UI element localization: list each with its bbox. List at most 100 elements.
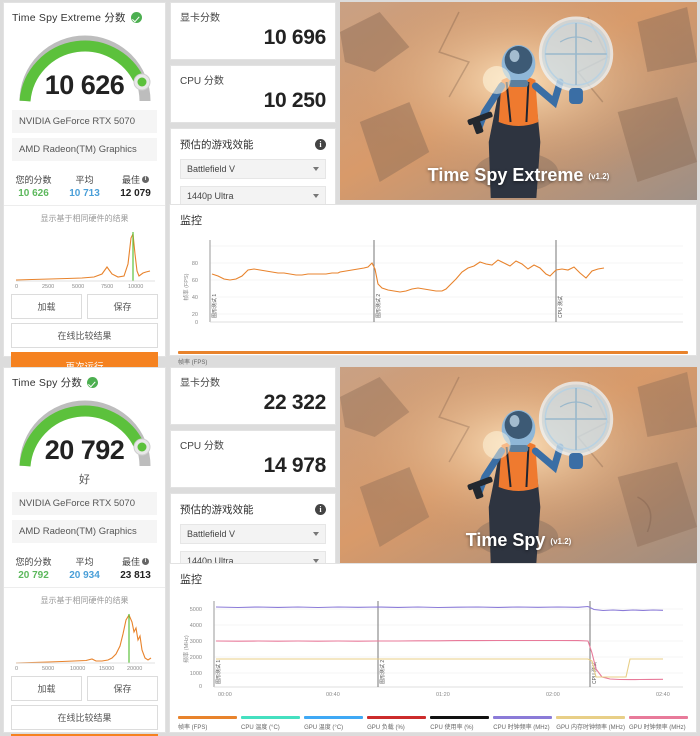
chevron-down-icon — [313, 167, 319, 171]
compare-best-value: 12 079 — [120, 188, 151, 199]
legend-item[interactable]: 帧率 (FPS) — [178, 716, 238, 731]
svg-text:5000: 5000 — [72, 284, 84, 290]
legend-label: CPU 使用率 (%) — [430, 725, 474, 731]
score-value: 20 792 — [44, 435, 125, 465]
score-card-title: Time Spy 分数 — [12, 377, 83, 389]
compare-best-text: 最佳 — [121, 557, 140, 567]
compare-best-label: 最佳 i — [122, 173, 149, 186]
compare-your-score: 您的分数 20 792 — [8, 552, 59, 581]
legend-item[interactable]: CPU 温度 (°C) — [241, 716, 301, 731]
sub-score-gpu-value: 10 696 — [263, 26, 327, 49]
game-select[interactable]: Battlefield V — [180, 159, 326, 179]
legend-item[interactable]: GPU 内存时钟频率 (MHz) — [556, 716, 625, 731]
sub-score-cpu-value: 10 250 — [263, 89, 327, 112]
legend-color-swatch — [556, 716, 625, 719]
hardware-gpu: NVIDIA GeForce RTX 5070 — [12, 110, 157, 133]
artwork-label: Time Spy Extreme (v1.2) — [340, 165, 697, 186]
info-icon[interactable]: i — [315, 504, 326, 515]
compare-average-value: 10 713 — [69, 188, 100, 199]
distribution-note: 显示基于相同硬件的结果 — [40, 214, 129, 223]
svg-text:频率 (MHz): 频率 (MHz) — [182, 635, 190, 663]
svg-text:3000: 3000 — [190, 639, 202, 645]
hardware-gpu: NVIDIA GeForce RTX 5070 — [12, 492, 157, 515]
score-rating: 好 — [79, 474, 90, 486]
info-icon[interactable]: i — [315, 139, 326, 150]
legend-color-swatch — [367, 716, 427, 719]
legend-item[interactable]: GPU 时钟频率 (MHz) — [628, 716, 688, 731]
score-gauge: 10 626 — [12, 29, 157, 105]
svg-text:4000: 4000 — [190, 623, 202, 629]
legend-color-swatch — [628, 716, 688, 719]
svg-text:帧率 (FPS): 帧率 (FPS) — [182, 273, 190, 300]
score-comparison: 您的分数 20 792 平均 20 934 最佳 i 23 813 — [4, 552, 165, 588]
game-select-value: Battlefield V — [187, 529, 236, 539]
compare-your-value: 10 626 — [18, 188, 49, 199]
result-panel-time-spy-extreme: Time Spy Extreme 分数 10 626 NVIDIA GeForc… — [3, 2, 697, 380]
svg-text:0: 0 — [195, 320, 198, 326]
preset-select[interactable]: 1440p Ultra — [180, 186, 326, 206]
svg-text:2000: 2000 — [190, 655, 202, 661]
sub-score-gpu-label: 显卡分数 — [180, 13, 220, 24]
legend-label: GPU 内存时钟频率 (MHz) — [556, 725, 625, 731]
svg-text:60: 60 — [192, 278, 198, 284]
legend-item[interactable]: CPU 使用率 (%) — [430, 716, 490, 731]
game-performance-title: 预估的游戏效能 — [180, 139, 254, 151]
info-icon[interactable]: i — [142, 176, 149, 183]
compare-online-button[interactable]: 在线比较结果 — [11, 323, 158, 348]
legend-color-swatch — [430, 716, 490, 719]
sub-score-gpu-value: 22 322 — [263, 391, 327, 414]
monitor-card-top: 监控 80 60 40 20 0 帧率 (FPS) 图形测试 1 图形测试 — [169, 204, 697, 366]
load-button[interactable]: 加载 — [11, 676, 82, 701]
svg-text:02:00: 02:00 — [546, 692, 560, 698]
sub-scores-column: 显卡分数 22 322 CPU 分数 14 978 预估的游戏效能 i Batt… — [170, 367, 336, 614]
sub-score-cpu: CPU 分数 10 250 — [170, 65, 336, 123]
compare-best-text: 最佳 — [121, 175, 140, 185]
compare-best-value: 23 813 — [120, 570, 151, 581]
chevron-down-icon — [313, 194, 319, 198]
legend-item[interactable]: GPU 负载 (%) — [367, 716, 427, 731]
score-card-header: Time Spy 分数 — [4, 368, 165, 392]
svg-text:图形测试 2: 图形测试 2 — [379, 660, 386, 684]
save-button[interactable]: 保存 — [87, 676, 158, 701]
svg-text:5000: 5000 — [42, 666, 54, 672]
compare-online-button[interactable]: 在线比较结果 — [11, 705, 158, 730]
legend-item[interactable]: GPU 温度 (°C) — [304, 716, 364, 731]
artwork-label: Time Spy (v1.2) — [340, 530, 697, 551]
legend-item[interactable]: 帧率 (FPS) — [178, 351, 688, 366]
compare-your-label: 您的分数 — [15, 175, 52, 185]
svg-text:0: 0 — [15, 666, 18, 672]
score-value: 10 626 — [44, 70, 125, 100]
compare-your-score: 您的分数 10 626 — [8, 170, 59, 199]
benchmark-art-top[interactable]: Time Spy Extreme (v1.2) — [340, 2, 697, 200]
benchmark-art-bottom[interactable]: Time Spy (v1.2) — [340, 367, 697, 565]
compare-your-value: 20 792 — [18, 570, 49, 581]
svg-text:00:00: 00:00 — [218, 692, 232, 698]
hardware-cpu: AMD Radeon(TM) Graphics — [12, 138, 157, 161]
legend-label: GPU 时钟频率 (MHz) — [628, 725, 686, 731]
action-buttons: 加载 保存 在线比较结果 再次运行 — [4, 672, 165, 736]
svg-text:01:20: 01:20 — [436, 692, 450, 698]
verified-check-icon — [87, 377, 99, 388]
svg-text:5000: 5000 — [190, 607, 202, 613]
svg-text:图形测试 2: 图形测试 2 — [375, 294, 382, 318]
legend-label: 帧率 (FPS) — [178, 360, 208, 366]
compare-best-label: 最佳 i — [122, 555, 149, 568]
rerun-button[interactable]: 再次运行 — [11, 734, 158, 736]
monitor-card-bottom: 监控 5000 4000 3000 2000 1000 0 频率 (MHz) — [169, 563, 697, 733]
monitor-legend-bottom: 帧率 (FPS) CPU 温度 (°C) GPU 温度 (°C) GPU 负载 … — [170, 716, 696, 736]
svg-text:1000: 1000 — [190, 671, 202, 677]
monitor-chart-bottom: 5000 4000 3000 2000 1000 0 频率 (MHz) 图形测试… — [170, 587, 696, 716]
save-button[interactable]: 保存 — [87, 294, 158, 319]
artwork-title: Time Spy — [465, 530, 546, 550]
svg-text:20: 20 — [192, 312, 198, 318]
svg-text:10000: 10000 — [128, 284, 143, 290]
sub-score-gpu: 显卡分数 10 696 — [170, 2, 336, 60]
game-select[interactable]: Battlefield V — [180, 524, 326, 544]
svg-text:10000: 10000 — [70, 666, 85, 672]
load-button[interactable]: 加载 — [11, 294, 82, 319]
score-comparison: 您的分数 10 626 平均 10 713 最佳 i 12 079 — [4, 170, 165, 206]
legend-item[interactable]: CPU 时钟频率 (MHz) — [493, 716, 553, 731]
compare-average: 平均 20 934 — [59, 552, 110, 581]
info-icon[interactable]: i — [142, 558, 149, 565]
